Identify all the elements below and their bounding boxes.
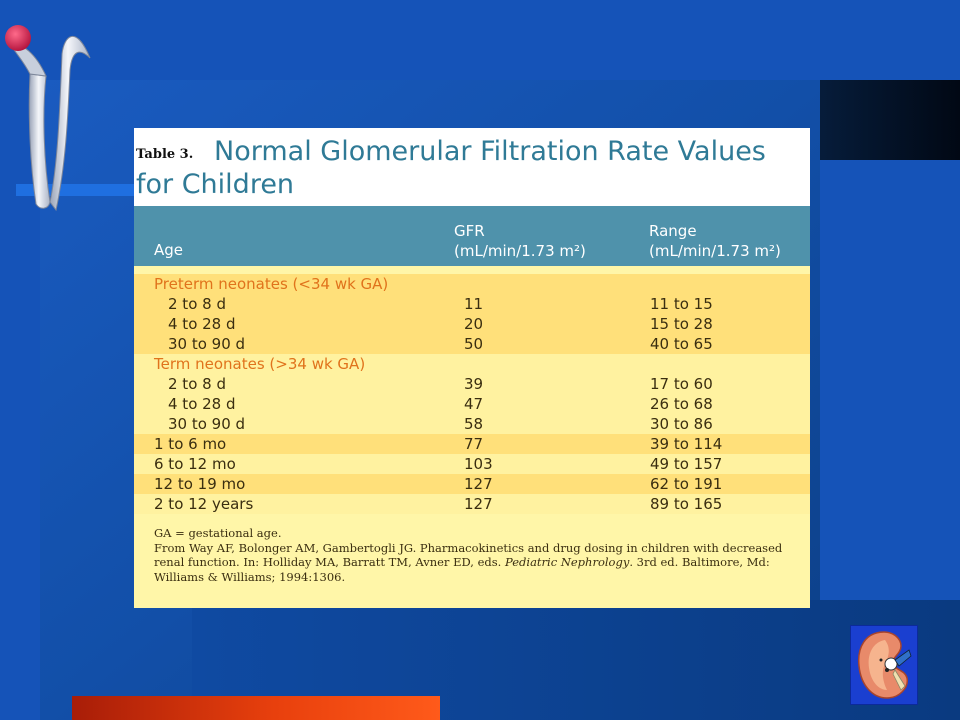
header-range-unit: (mL/min/1.73 m²) — [649, 242, 781, 260]
row-age: 6 to 12 mo — [154, 455, 236, 473]
row-age: 30 to 90 d — [168, 415, 246, 433]
header-gfr: GFR (mL/min/1.73 m²) — [454, 221, 586, 261]
row-age: 2 to 8 d — [168, 295, 226, 313]
row-gfr: 20 — [464, 315, 484, 333]
row-range: 89 to 165 — [650, 495, 723, 513]
row-gfr: 50 — [464, 335, 484, 353]
footnote-source-text: From Way AF, Bolonger AM, Gambertogli JG… — [154, 540, 783, 570]
row-gfr: 103 — [464, 455, 493, 473]
row-age: 2 to 12 years — [154, 495, 254, 513]
accent-bar — [72, 696, 440, 720]
row-age: 1 to 6 mo — [154, 435, 227, 453]
table-row: 4 to 28 d 47 26 to 68 — [134, 394, 810, 414]
table-header: Age GFR (mL/min/1.73 m²) Range (mL/min/1… — [134, 206, 810, 266]
table-title: Normal Glomerular Filtration Rate Values — [214, 136, 766, 167]
row-range: 39 to 114 — [650, 435, 723, 453]
row-gfr: 77 — [464, 435, 484, 453]
row-range: 17 to 60 — [650, 375, 713, 393]
row-gfr: 58 — [464, 415, 484, 433]
footnote-source-end: . 3rd ed. Baltimore, Md: Williams & Will… — [154, 555, 770, 584]
row-age: 2 to 8 d — [168, 375, 226, 393]
row-range: 40 to 65 — [650, 335, 713, 353]
footnote-source: From Way AF, Bolonger AM, Gambertogli JG… — [154, 541, 804, 585]
table-row: Term neonates (>34 wk GA) — [134, 354, 810, 374]
table-number: Table 3. — [136, 147, 194, 162]
table-title-continued: for Children — [136, 169, 295, 200]
footnote-abbreviation: GA = gestational age. — [154, 526, 282, 540]
header-range: Range (mL/min/1.73 m²) — [649, 221, 781, 261]
table-title-area: Table 3. Normal Glomerular Filtration Ra… — [134, 128, 810, 206]
row-gfr: 127 — [464, 475, 493, 493]
header-gfr-label: GFR — [454, 222, 485, 240]
row-gfr: 127 — [464, 495, 493, 513]
table-row: 12 to 19 mo 127 62 to 191 — [134, 474, 810, 494]
row-range: 11 to 15 — [650, 295, 713, 313]
kidney-icon — [850, 625, 918, 705]
row-range: 30 to 86 — [650, 415, 713, 433]
row-group-label: Preterm neonates (<34 wk GA) — [154, 275, 389, 293]
table-row: 6 to 12 mo 103 49 to 157 — [134, 454, 810, 474]
footnote-source-title: Pediatric Nephrology — [505, 555, 630, 569]
table-row: 2 to 8 d 39 17 to 60 — [134, 374, 810, 394]
row-age: 30 to 90 d — [168, 335, 246, 353]
row-gfr: 11 — [464, 295, 484, 313]
header-age: Age — [154, 241, 184, 259]
row-gfr: 47 — [464, 395, 484, 413]
row-range: 49 to 157 — [650, 455, 723, 473]
table-body: Preterm neonates (<34 wk GA) 2 to 8 d 11 11… — [134, 266, 810, 514]
row-range: 62 to 191 — [650, 475, 723, 493]
table-row: 4 to 28 d 20 15 to 28 — [134, 314, 810, 334]
row-age: 4 to 28 d — [168, 315, 236, 333]
table-row: 30 to 90 d 58 30 to 86 — [134, 414, 810, 434]
table-row: 2 to 12 years 127 89 to 165 — [134, 494, 810, 514]
gfr-table-card: Table 3. Normal Glomerular Filtration Ra… — [134, 128, 810, 608]
table-row: 30 to 90 d 50 40 to 65 — [134, 334, 810, 354]
row-gfr: 39 — [464, 375, 484, 393]
table-row: Preterm neonates (<34 wk GA) — [134, 274, 810, 294]
ribbon-logo-icon — [5, 25, 91, 212]
row-group-label: Term neonates (>34 wk GA) — [154, 355, 366, 373]
row-age: 4 to 28 d — [168, 395, 236, 413]
row-range: 15 to 28 — [650, 315, 713, 333]
table-footnote: GA = gestational age. From Way AF, Bolon… — [154, 526, 804, 584]
table-row: 1 to 6 mo 77 39 to 114 — [134, 434, 810, 454]
header-range-label: Range — [649, 222, 697, 240]
row-range: 26 to 68 — [650, 395, 713, 413]
header-gfr-unit: (mL/min/1.73 m²) — [454, 242, 586, 260]
row-age: 12 to 19 mo — [154, 475, 246, 493]
table-row: 2 to 8 d 11 11 to 15 — [134, 294, 810, 314]
